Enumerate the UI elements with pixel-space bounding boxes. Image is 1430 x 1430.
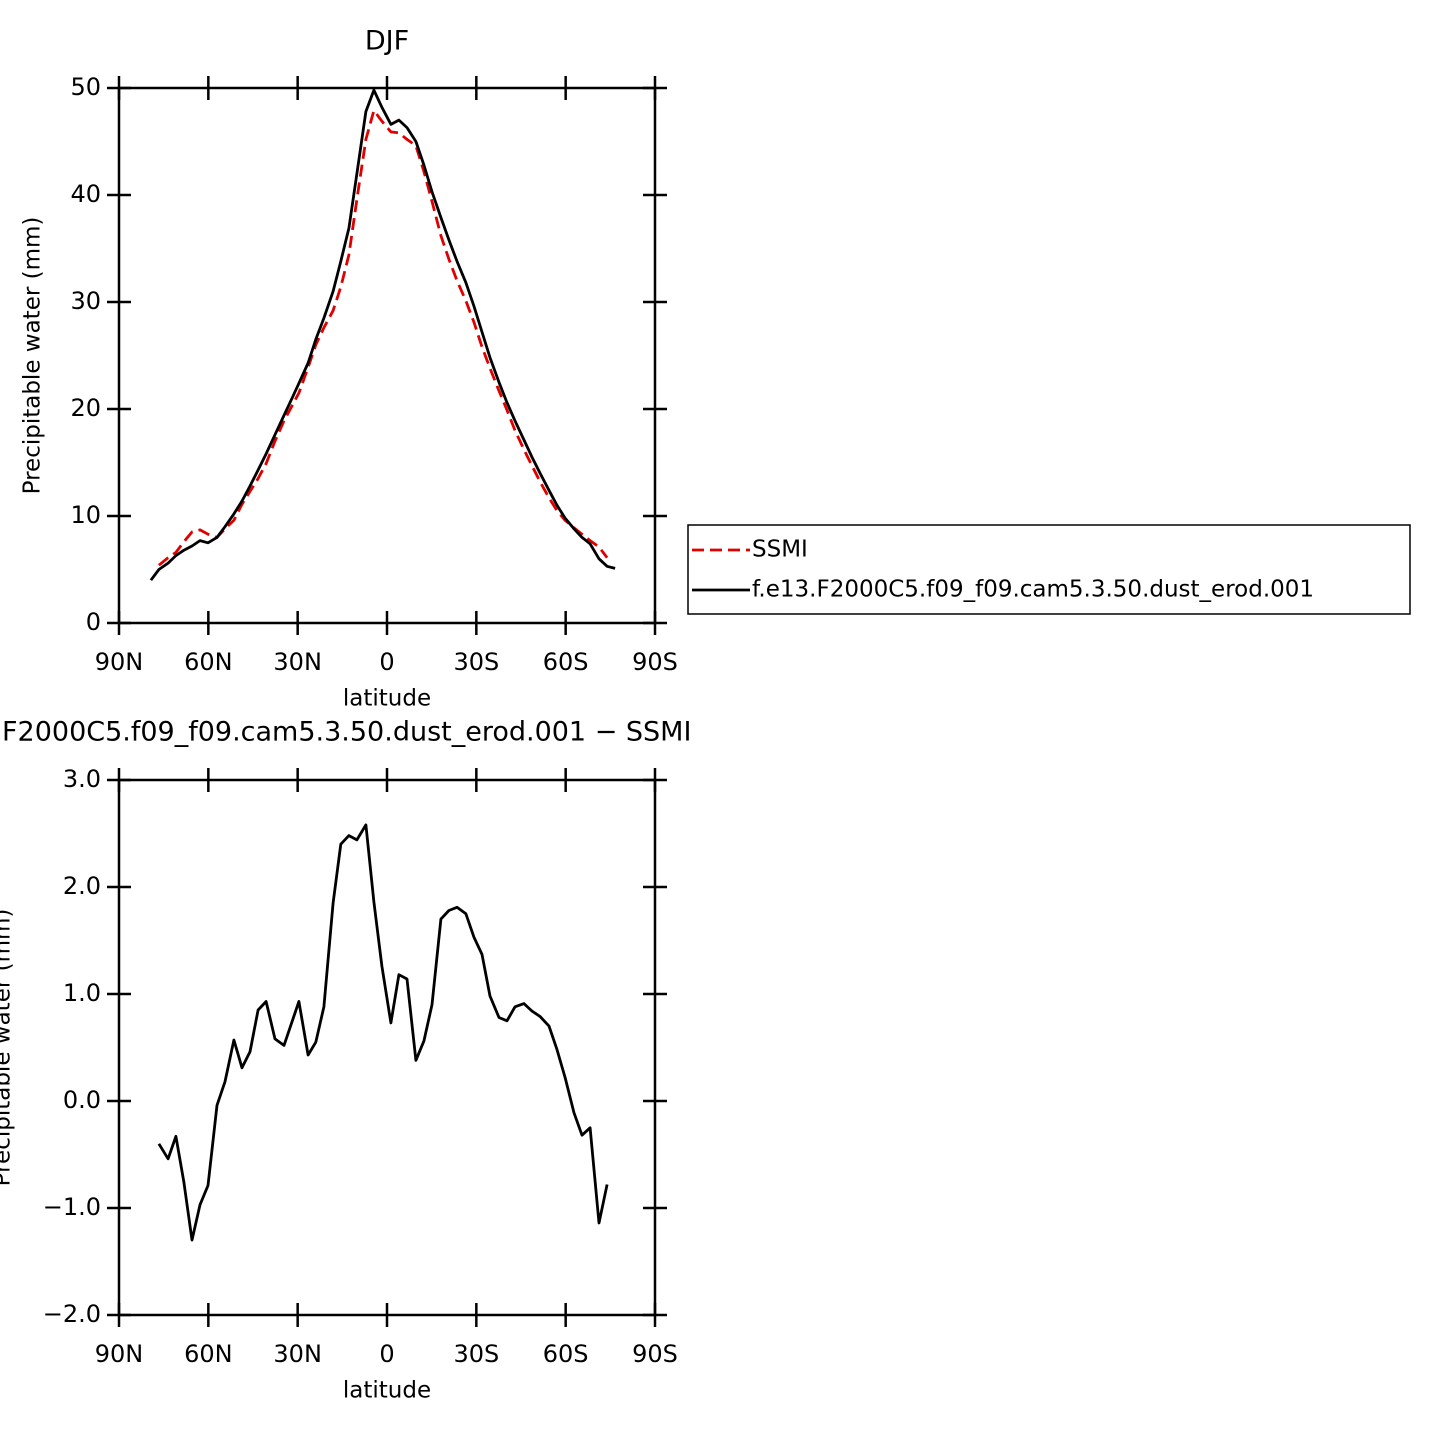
x-tick-label: 90N	[95, 648, 144, 676]
plot-frame	[117, 778, 657, 1317]
chart-title: F2000C5.f09_f09.cam5.3.50.dust_erod.001 …	[2, 717, 691, 748]
y-tick-label: 1.0	[63, 979, 101, 1007]
x-tick-label: 90S	[632, 1340, 678, 1368]
y-tick-label: 20	[70, 394, 101, 422]
x-tick-label: 90S	[632, 648, 678, 676]
y-tick-label: −1.0	[43, 1193, 101, 1221]
x-tick-label: 60N	[184, 648, 233, 676]
y-tick-label: 40	[70, 180, 101, 208]
x-tick-label: 60S	[543, 648, 589, 676]
x-tick-label: 30S	[453, 1340, 499, 1368]
plot-frame	[117, 86, 657, 625]
y-tick-label: 3.0	[63, 765, 101, 793]
x-tick-label: 90N	[95, 1340, 144, 1368]
y-axis-label: Precipitable water (mm)	[0, 909, 16, 1187]
legend-box	[687, 524, 1411, 615]
y-tick-label: 2.0	[63, 872, 101, 900]
x-axis-label: latitude	[343, 1378, 431, 1404]
x-tick-label: 0	[379, 648, 394, 676]
x-axis-label: latitude	[343, 686, 431, 712]
x-tick-label: 30N	[273, 648, 322, 676]
x-tick-label: 0	[379, 1340, 394, 1368]
data-line	[149, 88, 616, 582]
legend-label: SSMI	[752, 537, 808, 563]
x-tick-label: 60N	[184, 1340, 233, 1368]
y-axis-label: Precipitable water (mm)	[20, 217, 46, 495]
legend-label: f.e13.F2000C5.f09_f09.cam5.3.50.dust_ero…	[752, 577, 1314, 603]
data-line	[158, 109, 609, 567]
data-line	[157, 823, 609, 1242]
y-tick-label: 50	[70, 73, 101, 101]
x-tick-label: 30S	[453, 648, 499, 676]
y-tick-label: 0	[86, 608, 101, 636]
y-tick-label: −2.0	[43, 1300, 101, 1328]
chart-title: DJF	[365, 26, 409, 57]
y-tick-label: 0.0	[63, 1086, 101, 1114]
x-tick-label: 60S	[543, 1340, 589, 1368]
y-tick-label: 30	[70, 287, 101, 315]
x-tick-label: 30N	[273, 1340, 322, 1368]
y-tick-label: 10	[70, 501, 101, 529]
